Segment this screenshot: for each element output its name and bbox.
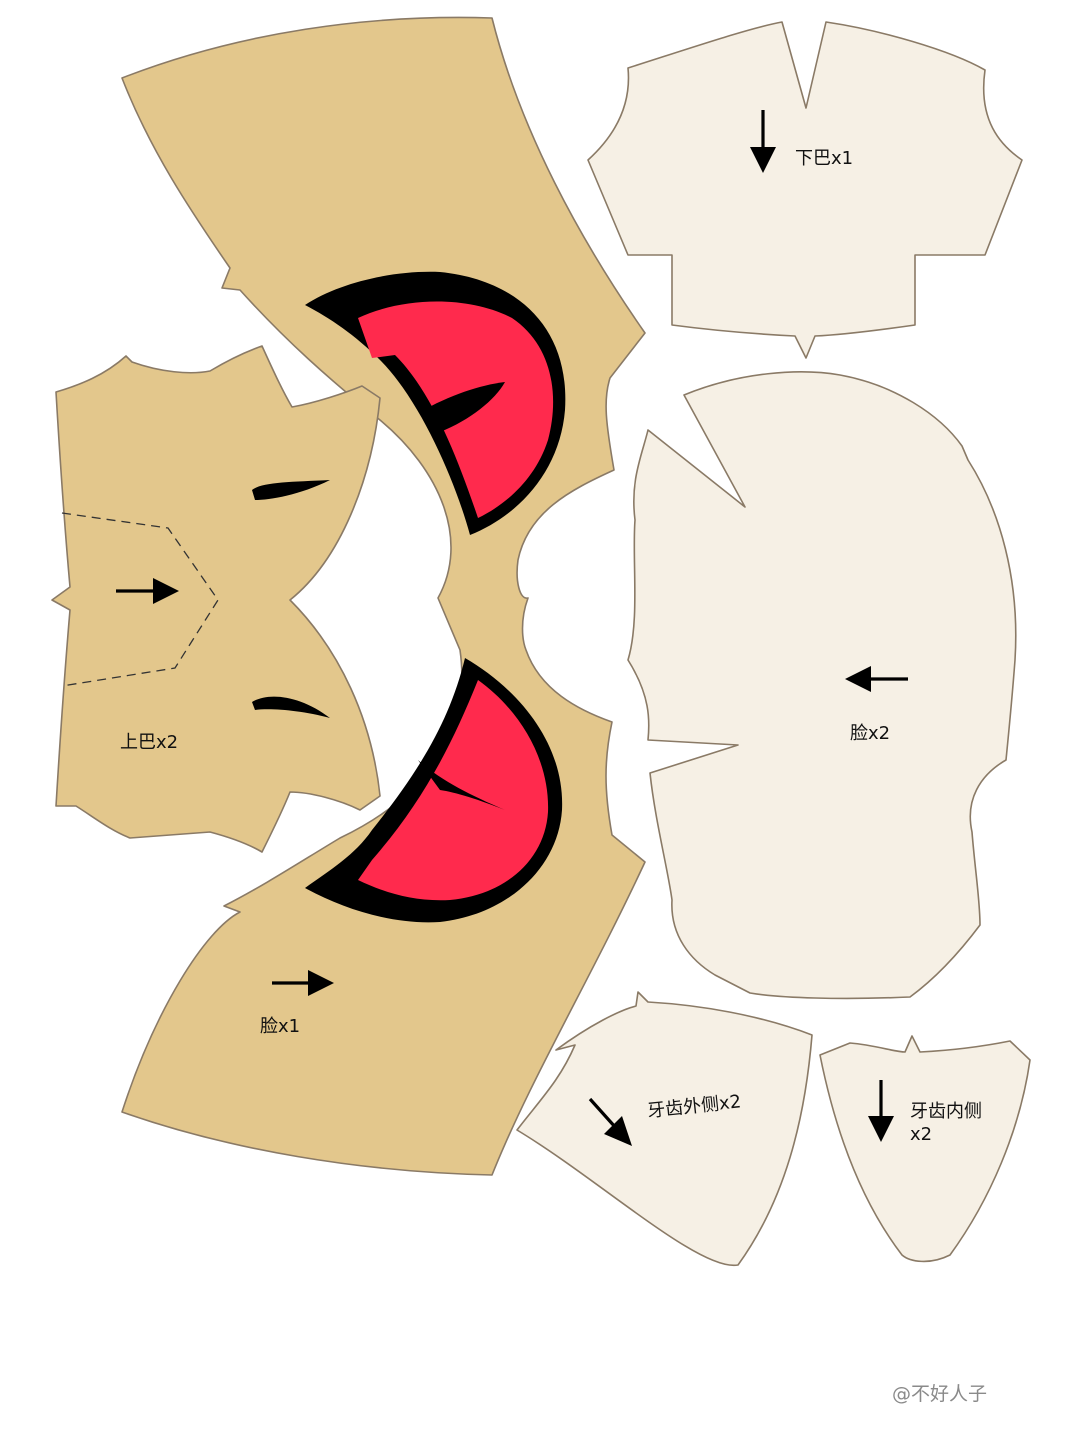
lower-jaw-piece: 下巴x1 bbox=[587, 21, 1023, 359]
teeth-inner-piece: 牙齿内侧 x2 bbox=[819, 1035, 1031, 1263]
teeth-outer-grain-arrow bbox=[588, 1097, 632, 1146]
face-front-piece: 脸x1 bbox=[121, 16, 646, 1176]
face-side-grain-arrow bbox=[845, 666, 908, 692]
upper-jaw-grain-arrow bbox=[116, 578, 179, 604]
lower-eyebrow-icon bbox=[252, 696, 330, 718]
face-front-grain-arrow bbox=[272, 970, 334, 996]
lower-jaw-outline bbox=[587, 21, 1023, 359]
face-side-piece: 脸x2 bbox=[627, 371, 1017, 1000]
upper-jaw-label: 上巴x2 bbox=[120, 732, 178, 753]
teeth-inner-outline bbox=[819, 1035, 1031, 1263]
upper-eye-pupil bbox=[420, 382, 505, 432]
face-side-label: 脸x2 bbox=[850, 723, 890, 744]
teeth-outer-piece: 牙齿外侧x2 bbox=[516, 991, 813, 1267]
lower-jaw-grain-arrow bbox=[750, 110, 776, 173]
upper-jaw-piece: 上巴x2 bbox=[51, 345, 381, 853]
upper-jaw-outline bbox=[51, 345, 381, 853]
teeth-outer-outline bbox=[516, 991, 813, 1267]
upper-eyebrow-icon bbox=[252, 480, 330, 500]
lower-jaw-label: 下巴x1 bbox=[795, 148, 853, 169]
teeth-inner-grain-arrow bbox=[868, 1080, 894, 1142]
upper-eye bbox=[305, 271, 566, 535]
face-front-label: 脸x1 bbox=[260, 1016, 300, 1037]
lower-eye bbox=[305, 658, 563, 923]
teeth-inner-label-line1: 牙齿内侧 bbox=[910, 1101, 982, 1122]
face-side-outline bbox=[627, 371, 1017, 1000]
teeth-inner-label-line2: x2 bbox=[910, 1124, 932, 1145]
author-watermark: @不好人子 bbox=[892, 1383, 987, 1405]
